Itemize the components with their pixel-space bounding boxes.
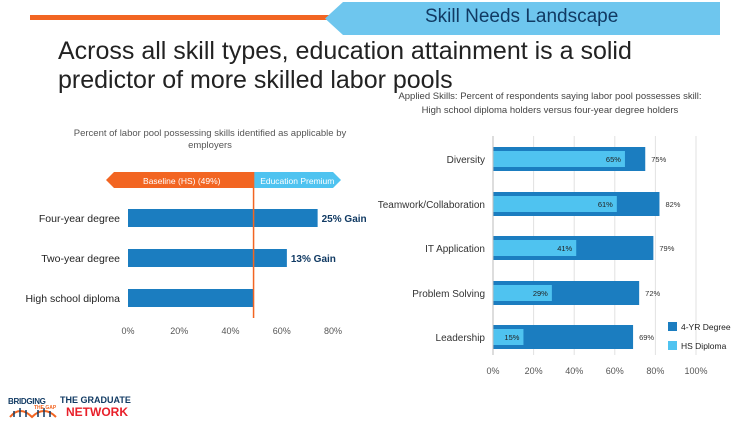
legend-hs-swatch <box>668 341 677 350</box>
left-bar <box>128 249 287 267</box>
legend-4yr-label: 4-YR Degree <box>681 322 731 332</box>
left-gain-label: 25% Gain <box>322 214 367 225</box>
legend-premium-label: Education Premium <box>260 176 334 186</box>
right-hs-value-label: 15% <box>504 333 519 342</box>
logo: BRIDGING THE GAP THE GRADUATE NETWORK <box>8 393 143 421</box>
page-headline: Across all skill types, education attain… <box>58 37 632 94</box>
right-category-label: Problem Solving <box>412 289 485 300</box>
right-x-tick: 0% <box>486 366 499 376</box>
left-x-tick: 20% <box>170 326 188 336</box>
right-category-label: IT Application <box>425 244 485 255</box>
left-gain-label: 13% Gain <box>291 254 336 265</box>
legend-4yr-swatch <box>668 322 677 331</box>
right-bar-hs <box>493 151 625 167</box>
logo-network-text: NETWORK <box>66 405 128 419</box>
left-x-tick: 80% <box>324 326 342 336</box>
left-category-label: Four-year degree <box>39 213 120 225</box>
logo-gap-text: THE GAP <box>34 405 57 411</box>
left-x-tick: 60% <box>273 326 291 336</box>
header-banner <box>325 2 720 35</box>
right-hs-value-label: 29% <box>533 289 548 298</box>
left-category-label: High school diploma <box>25 293 120 305</box>
header-accent-line <box>30 15 330 20</box>
right-x-tick: 80% <box>646 366 664 376</box>
banner-title: Skill Needs Landscape <box>425 6 619 27</box>
right-4yr-value-label: 72% <box>645 289 660 298</box>
right-bar-hs <box>493 196 617 212</box>
right-bar-hs <box>493 240 577 256</box>
right-x-tick: 60% <box>606 366 624 376</box>
right-hs-value-label: 65% <box>606 155 621 164</box>
right-x-tick: 20% <box>525 366 543 376</box>
left-bar <box>128 209 318 227</box>
left-category-label: Two-year degree <box>41 253 120 265</box>
right-hs-value-label: 41% <box>557 244 572 253</box>
bridge-logo-mark <box>9 408 57 419</box>
left-bar <box>128 289 254 307</box>
right-hs-value-label: 61% <box>598 200 613 209</box>
right-4yr-value-label: 79% <box>659 244 674 253</box>
left-chart-title: Percent of labor pool possessing skills … <box>73 128 347 151</box>
right-x-tick: 100% <box>684 366 707 376</box>
right-4yr-value-label: 69% <box>639 333 654 342</box>
logo-bridging-text: BRIDGING <box>8 397 46 406</box>
right-bar-hs <box>493 329 524 345</box>
right-4yr-value-label: 82% <box>665 200 680 209</box>
legend-premium-arrow <box>253 172 341 188</box>
right-bar-hs <box>493 285 552 301</box>
legend-baseline-label: Baseline (HS) (49%) <box>143 176 221 186</box>
right-x-tick: 40% <box>565 366 583 376</box>
right-4yr-value-label: 75% <box>651 155 666 164</box>
legend-baseline-arrow <box>106 172 254 188</box>
logo-graduate-text: THE GRADUATE <box>60 395 131 405</box>
right-chart-title: Applied Skills: Percent of respondents s… <box>398 91 702 116</box>
right-category-label: Leadership <box>436 333 486 344</box>
left-x-tick: 0% <box>121 326 134 336</box>
right-category-label: Teamwork/Collaboration <box>378 200 485 211</box>
left-x-tick: 40% <box>221 326 239 336</box>
right-category-label: Diversity <box>447 155 485 166</box>
legend-hs-label: HS Diploma <box>681 341 727 351</box>
